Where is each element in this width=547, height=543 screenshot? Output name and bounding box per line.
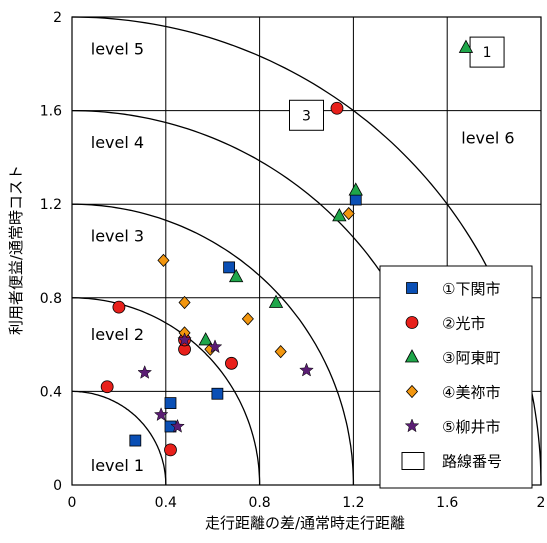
legend-label: ④美祢市	[442, 384, 500, 402]
legend-triangle-marker	[404, 349, 420, 363]
diamond-data-point	[274, 345, 287, 359]
y-tick-label: 0.8	[40, 291, 62, 307]
circle-data-point	[164, 443, 177, 457]
triangle-data-point	[332, 208, 347, 222]
legend-label: ③阿東町	[442, 349, 500, 367]
tick-labels: 0 0.4 0.8 1.2 1.6 2 0 0.4 0.8 1.2 1.6 2	[40, 10, 546, 511]
x-tick-label: 0.4	[155, 495, 177, 511]
route-number: 1	[483, 45, 492, 61]
circle-data-point	[330, 101, 344, 115]
circle-data-point	[225, 356, 238, 370]
y-tick-label: 2	[53, 10, 62, 26]
x-axis-label: 走行距離の差/通常時走行距離	[205, 514, 405, 532]
legend-star-marker	[404, 418, 420, 433]
legend-label: ②光市	[442, 315, 485, 333]
grid-layer	[71, 16, 542, 486]
level-label: level 5	[91, 39, 144, 58]
y-tick-label: 0.4	[40, 384, 62, 400]
star-data-point	[207, 339, 223, 354]
triangle-data-point	[198, 332, 213, 346]
y-axis-label: 利用者便益/通常時コスト	[7, 165, 25, 335]
x-tick-label: 0.8	[248, 495, 270, 511]
y-tick-label: 1.2	[40, 197, 62, 213]
level-arc	[72, 390, 167, 485]
route-number-box	[289, 99, 324, 131]
square-data-point	[164, 397, 177, 410]
square-data-point	[349, 193, 362, 206]
y-tick-label: 1.6	[40, 104, 62, 120]
diamond-data-point	[342, 206, 355, 221]
legend-label: ①下関市	[442, 280, 500, 298]
triangle-data-point	[458, 39, 474, 53]
square-data-point	[223, 261, 236, 274]
diamond-data-point	[178, 295, 191, 310]
level-label: level 2	[91, 325, 144, 344]
diamond-data-point	[241, 312, 254, 326]
x-tick-label: 0	[68, 495, 77, 511]
star-data-point	[137, 365, 153, 379]
triangle-data-point	[268, 294, 284, 308]
legend-box	[379, 265, 533, 489]
square-data-point	[211, 387, 224, 400]
triangle-data-point	[348, 182, 363, 196]
star-data-point	[170, 418, 185, 433]
star-data-point	[299, 362, 314, 377]
legend-circle-marker	[405, 316, 419, 329]
route-number-box	[469, 36, 505, 68]
legend-square-marker	[406, 282, 418, 294]
level-arc	[72, 203, 355, 485]
level-label: level 6	[461, 128, 514, 147]
circle-data-point	[112, 300, 126, 314]
legend-label: ⑤柳井市	[442, 418, 500, 436]
level-label: level 1	[91, 456, 144, 475]
plot-frame	[71, 16, 542, 486]
legend-route-box-marker	[401, 452, 425, 470]
level-label: level 3	[91, 227, 144, 246]
star-data-point	[177, 332, 192, 347]
y-tick-label: 0	[53, 478, 62, 494]
legend-diamond-marker	[405, 384, 419, 399]
level-label: level 4	[91, 133, 144, 152]
x-tick-label: 2	[537, 495, 546, 511]
triangle-data-point	[228, 268, 244, 283]
diamond-data-point	[157, 253, 170, 267]
legend-label: 路線番号	[442, 453, 502, 471]
route-labels: 13	[289, 36, 505, 131]
circle-data-point	[100, 380, 114, 394]
x-tick-label: 1.6	[436, 495, 458, 511]
data-points	[100, 39, 474, 457]
x-tick-label: 1.2	[342, 495, 364, 511]
star-data-point	[153, 407, 169, 422]
square-data-point	[129, 434, 142, 447]
level-labels: level 1 level 2 level 3 level 4 level 5 level…	[91, 39, 515, 475]
route-number: 3	[302, 108, 311, 124]
